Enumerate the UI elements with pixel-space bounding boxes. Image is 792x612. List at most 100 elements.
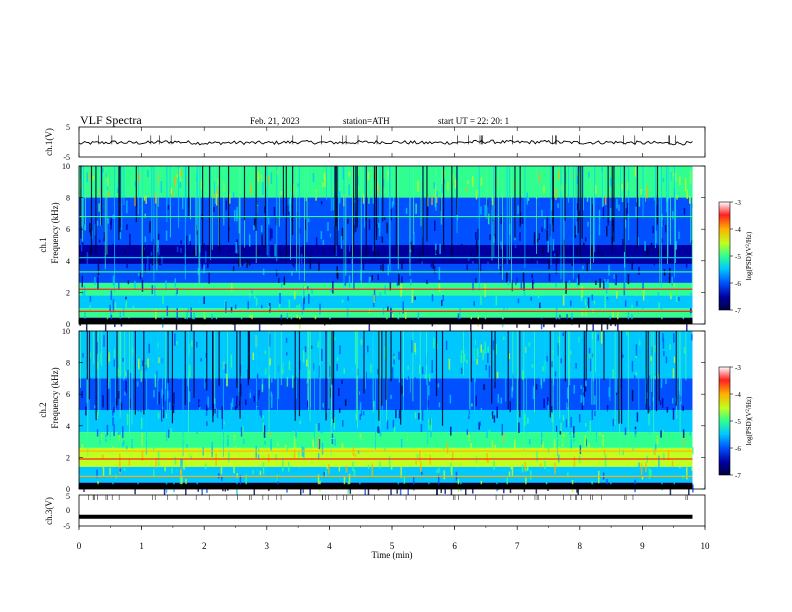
spectrogram-speckle — [622, 238, 624, 252]
spectrogram-speckle — [450, 426, 452, 436]
spectrogram-speckle — [633, 375, 636, 383]
spectrogram-speckle — [158, 391, 160, 405]
spectrogram-speckle — [290, 314, 293, 324]
colorbar-tick-label: -4 — [735, 226, 741, 234]
spectrogram-speckle — [602, 206, 605, 219]
spectrogram-speckle — [468, 225, 470, 236]
spectrogram-speckle — [493, 460, 495, 470]
spectrogram-speckle — [267, 176, 270, 183]
spectrogram-speckle — [585, 381, 587, 388]
spectrogram-speckle — [108, 377, 110, 388]
spectrogram-speckle — [236, 473, 238, 478]
spectrogram-speckle — [345, 465, 348, 473]
spectrogram-speckle — [464, 171, 467, 182]
spectrogram-speckle — [616, 199, 618, 209]
spectrogram-speckle — [428, 479, 430, 487]
spectrogram-speckle — [368, 361, 370, 369]
spectrogram-speckle — [689, 425, 692, 436]
spectrogram-speckle — [332, 281, 334, 294]
spectrogram-speckle — [106, 310, 109, 323]
spectrogram-speckle — [324, 440, 327, 444]
spectrogram-speckle — [242, 426, 244, 436]
spectrogram-speckle — [112, 244, 114, 254]
spectrogram-speckle — [678, 186, 681, 193]
spectrogram-speckle — [326, 464, 328, 470]
spectrogram-speckle — [146, 283, 149, 293]
spectrogram-speckle — [303, 285, 305, 299]
spectrogram-speckle — [568, 179, 571, 184]
spectrogram-speckle — [535, 383, 538, 390]
spectrogram-speckle — [287, 205, 290, 216]
spectrogram-speckle — [673, 475, 676, 487]
spectrogram-speckle — [280, 282, 283, 288]
spectrogram-speckle — [602, 232, 604, 242]
spectrogram-speckle — [268, 333, 271, 347]
spectrogram-speckle — [191, 388, 194, 399]
ch1-colorbar-ticks: -3-4-5-6-7 — [730, 199, 741, 315]
spectrogram-speckle — [642, 281, 644, 290]
spectrogram-speckle — [488, 365, 491, 378]
spectrogram-speckle — [145, 214, 148, 224]
spectrogram-speckle — [167, 204, 170, 210]
spectrogram-speckle — [423, 172, 426, 186]
spectrogram-speckle — [352, 461, 354, 472]
spectrogram-speckle — [359, 414, 361, 420]
spectrogram-speckle — [333, 417, 336, 430]
spectrogram-speckle — [482, 349, 484, 360]
spectrogram-speckle — [431, 394, 434, 405]
spectrogram-speckle — [278, 372, 281, 379]
spectrogram-speckle — [678, 231, 680, 239]
spectrogram-speckle — [656, 435, 659, 445]
spectrogram-speckle — [122, 375, 125, 381]
ch1-ytick-bottom: -5 — [63, 153, 70, 162]
spectrogram-speckle — [221, 475, 223, 481]
time-axis-label: Time (min) — [372, 550, 413, 560]
spectrogram-speckle — [119, 431, 121, 436]
spectrogram-speckle — [538, 172, 541, 183]
spectrogram-speckle — [390, 307, 392, 319]
spectrogram-speckle — [190, 455, 192, 460]
spectrogram-speckle — [524, 413, 526, 426]
spectrogram-speckle — [613, 274, 615, 279]
spectrogram-speckle — [514, 239, 517, 248]
spectrogram-speckle — [627, 202, 629, 215]
spectrogram-speckle — [460, 367, 463, 374]
spectrogram-speckle — [285, 402, 287, 407]
ch1-waveform-series — [78, 127, 706, 157]
spectrogram-speckle — [376, 413, 379, 420]
spectrogram-speckle — [293, 436, 296, 450]
spectrogram-speckle — [551, 406, 553, 413]
spectrogram-speckle — [579, 445, 582, 455]
spectrogram-speckle — [371, 463, 374, 476]
spectrogram-speckle — [158, 357, 160, 363]
spectrogram-speckle — [650, 469, 652, 476]
spectrogram-speckle — [119, 468, 121, 472]
ch3-ylabel: ch.3(V) — [44, 497, 54, 525]
spectrogram-speckle — [400, 438, 403, 448]
spectrogram-speckle — [487, 459, 489, 464]
spectrogram-speckle — [566, 387, 569, 399]
spectrogram-speckle — [96, 469, 98, 478]
colorbar-tick-label: -3 — [735, 199, 741, 207]
spectrogram-speckle — [293, 449, 296, 460]
spectrogram-speckle — [412, 477, 415, 491]
spectrogram-speckle — [506, 296, 509, 310]
spectrogram-speckle — [232, 266, 235, 273]
spectrogram-speckle — [240, 309, 243, 323]
spectrogram-speckle — [627, 273, 630, 285]
spectrogram-speckle — [153, 469, 155, 478]
spectrogram-speckle — [550, 199, 553, 211]
spectrogram-dc-strip — [79, 484, 693, 489]
spectrogram-speckle — [577, 420, 579, 429]
spectrogram-speckle — [631, 304, 633, 313]
spectrogram-speckle — [260, 406, 263, 418]
spectrogram-speckle — [378, 426, 380, 434]
spectrogram-speckle — [360, 339, 363, 345]
spectrogram-speckle — [229, 380, 231, 392]
spectrogram-speckle — [140, 370, 143, 382]
spectrogram-speckle — [359, 433, 362, 440]
spectrogram-speckle — [615, 274, 617, 286]
spectrogram-speckle — [577, 488, 579, 498]
spectrogram-speckle — [184, 314, 186, 320]
spectrogram-speckle — [82, 356, 84, 366]
